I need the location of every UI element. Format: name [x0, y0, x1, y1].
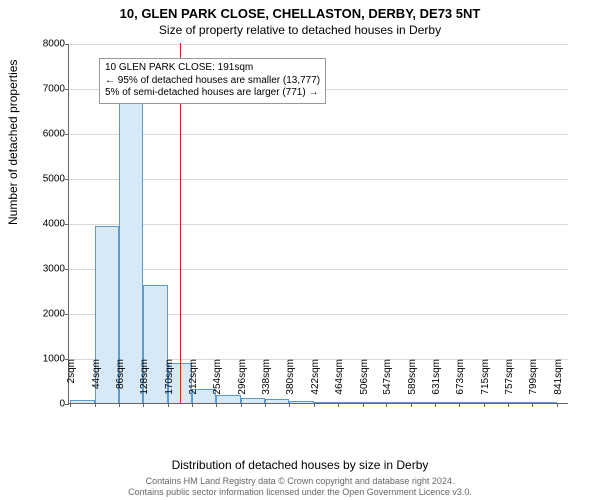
- xtick-label: 254sqm: [212, 359, 223, 407]
- xtick-label: 589sqm: [407, 359, 418, 407]
- gridline: [69, 134, 568, 135]
- ytick-label: 6000: [29, 129, 69, 140]
- ytick-label: 3000: [29, 264, 69, 275]
- ytick-label: 8000: [29, 39, 69, 50]
- xtick-label: 757sqm: [504, 359, 515, 407]
- gridline: [69, 269, 568, 270]
- xtick-label: 296sqm: [237, 359, 248, 407]
- gridline: [69, 224, 568, 225]
- xtick-label: 799sqm: [528, 359, 539, 407]
- y-axis-label: Number of detached properties: [6, 60, 20, 225]
- xtick-label: 170sqm: [164, 359, 175, 407]
- ytick-label: 1000: [29, 354, 69, 365]
- xtick-label: 506sqm: [359, 359, 370, 407]
- footer-line-2: Contains public sector information licen…: [0, 487, 600, 498]
- xtick-label: 422sqm: [310, 359, 321, 407]
- xtick-label: 2sqm: [66, 359, 77, 407]
- annotation-line-0: 10 GLEN PARK CLOSE: 191sqm: [105, 62, 320, 75]
- annotation-line-1: ← 95% of detached houses are smaller (13…: [105, 75, 320, 88]
- xtick-label: 128sqm: [139, 359, 150, 407]
- xtick-label: 631sqm: [431, 359, 442, 407]
- xtick-label: 673sqm: [455, 359, 466, 407]
- annotation-line-2: 5% of semi-detached houses are larger (7…: [105, 87, 320, 100]
- plot-area: 0100020003000400050006000700080002sqm44s…: [68, 44, 568, 404]
- gridline: [69, 179, 568, 180]
- gridline: [69, 44, 568, 45]
- histogram-bar: [119, 97, 143, 403]
- xtick-label: 212sqm: [188, 359, 199, 407]
- xtick-label: 86sqm: [115, 359, 126, 407]
- xtick-label: 464sqm: [334, 359, 345, 407]
- ytick-label: 5000: [29, 174, 69, 185]
- ytick-label: 4000: [29, 219, 69, 230]
- x-axis-label: Distribution of detached houses by size …: [0, 458, 600, 472]
- annotation-box: 10 GLEN PARK CLOSE: 191sqm← 95% of detac…: [99, 58, 326, 104]
- ytick-label: 0: [29, 399, 69, 410]
- footer-line-1: Contains HM Land Registry data © Crown c…: [0, 476, 600, 487]
- xtick-label: 841sqm: [553, 359, 564, 407]
- xtick-label: 380sqm: [285, 359, 296, 407]
- xtick-label: 338sqm: [261, 359, 272, 407]
- footer-attribution: Contains HM Land Registry data © Crown c…: [0, 476, 600, 498]
- chart-title: 10, GLEN PARK CLOSE, CHELLASTON, DERBY, …: [0, 0, 600, 21]
- xtick-label: 44sqm: [91, 359, 102, 407]
- chart-subtitle: Size of property relative to detached ho…: [0, 21, 600, 37]
- ytick-label: 7000: [29, 84, 69, 95]
- xtick-label: 547sqm: [382, 359, 393, 407]
- ytick-label: 2000: [29, 309, 69, 320]
- xtick-label: 715sqm: [480, 359, 491, 407]
